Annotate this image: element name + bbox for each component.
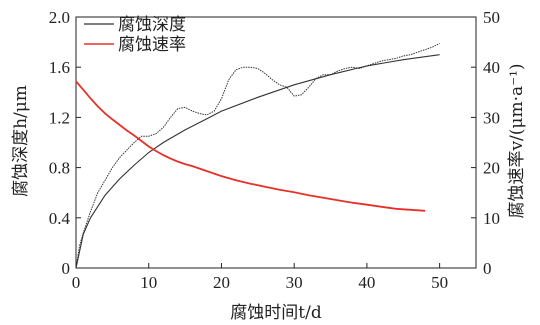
y-left-tick-label: 0.8 [49, 159, 70, 178]
y-axis-left-label: 腐蚀深度h/μm [11, 85, 31, 197]
y-left-tick-label: 1.2 [49, 108, 70, 127]
legend-rate-label: 腐蚀速率 [118, 35, 186, 55]
y-left-tick-label: 0.4 [49, 209, 71, 228]
legend: 腐蚀深度 腐蚀速率 [84, 15, 186, 55]
y-right-tick-label: 0 [483, 259, 492, 278]
x-tick-label: 40 [358, 273, 375, 292]
y-axis-right-label: 腐蚀速率v/(μm·a⁻¹) [507, 63, 527, 218]
x-tick-label: 0 [72, 273, 81, 292]
y-right-tick-label: 40 [483, 58, 500, 77]
x-tick-label: 30 [286, 273, 303, 292]
x-tick-label: 20 [213, 273, 230, 292]
y-right-tick-label: 30 [483, 108, 500, 127]
rate-line [75, 80, 426, 212]
depth-fit-line [75, 54, 440, 269]
legend-depth-label: 腐蚀深度 [118, 15, 186, 35]
y-left-tick-label: 2.0 [49, 8, 70, 27]
y-right-tick-label: 10 [483, 209, 500, 228]
plot-frame [75, 16, 477, 269]
y-left-tick-label: 0 [62, 259, 71, 278]
y-right-tick-label: 50 [483, 8, 500, 27]
y-left-tick-label: 1.6 [49, 58, 70, 77]
x-axis-label: 腐蚀时间t/d [230, 303, 322, 323]
y-right-tick-label: 20 [483, 159, 500, 178]
depth-measured-line [75, 42, 440, 269]
x-tick-label: 10 [140, 273, 157, 292]
x-tick-label: 50 [431, 273, 448, 292]
